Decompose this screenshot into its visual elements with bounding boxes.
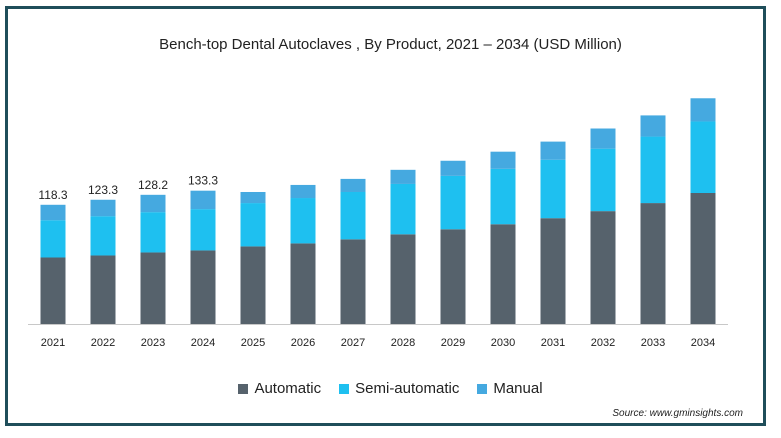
bar-segment-automatic-2030	[490, 224, 516, 324]
bar-segment-manual-2030	[490, 151, 516, 169]
bar-segment-semi-automatic-2024	[190, 209, 216, 251]
bar-segment-manual-2022	[90, 199, 116, 217]
legend-swatch-manual	[477, 383, 488, 394]
bar-segment-automatic-2023	[140, 252, 166, 324]
x-tick-label-2024: 2024	[191, 337, 215, 349]
bar-segment-semi-automatic-2029	[440, 175, 466, 230]
bar-segment-semi-automatic-2027	[340, 191, 366, 240]
x-tick-label-2023: 2023	[141, 337, 165, 349]
bar-segment-manual-2025	[240, 191, 266, 204]
bar-segment-automatic-2033	[640, 203, 666, 324]
x-tick-label-2021: 2021	[41, 337, 65, 349]
x-tick-label-2029: 2029	[441, 337, 465, 349]
x-tick-label-2028: 2028	[391, 337, 415, 349]
bar-segment-automatic-2029	[440, 229, 466, 324]
x-tick-label-2022: 2022	[91, 337, 115, 349]
data-label-2022: 123.3	[88, 183, 118, 197]
bar-segment-automatic-2027	[340, 239, 366, 324]
legend-item-manual: Manual	[477, 380, 543, 397]
x-tick-label-2025: 2025	[241, 337, 265, 349]
bar-segment-semi-automatic-2022	[90, 216, 116, 256]
bar-segment-semi-automatic-2032	[590, 148, 616, 212]
bar-segment-manual-2032	[590, 128, 616, 149]
legend-item-automatic: Automatic	[238, 380, 321, 397]
bar-segment-semi-automatic-2034	[690, 121, 716, 193]
x-tick-label-2034: 2034	[691, 337, 715, 349]
bar-segment-automatic-2026	[290, 243, 316, 324]
legend-swatch-semi-automatic	[339, 383, 350, 394]
legend-swatch-automatic	[238, 383, 249, 394]
bar-segment-manual-2024	[190, 190, 216, 210]
bar-segment-automatic-2024	[190, 250, 216, 324]
bar-segment-semi-automatic-2030	[490, 168, 516, 225]
bar-segment-automatic-2031	[540, 218, 566, 324]
bar-segment-manual-2029	[440, 160, 466, 176]
bar-segment-semi-automatic-2026	[290, 198, 316, 244]
legend: Automatic Semi-automatic Manual	[0, 380, 781, 397]
legend-label-manual: Manual	[493, 380, 543, 397]
x-tick-label-2030: 2030	[491, 337, 515, 349]
bar-segment-semi-automatic-2021	[40, 220, 66, 258]
bar-segment-manual-2026	[290, 184, 316, 199]
bar-segment-manual-2031	[540, 141, 566, 160]
bar-segment-semi-automatic-2033	[640, 136, 666, 204]
bar-segment-semi-automatic-2025	[240, 203, 266, 247]
data-label-2024: 133.3	[188, 174, 218, 188]
chart-frame	[5, 6, 766, 426]
bar-segment-manual-2034	[690, 98, 716, 122]
bar-segment-semi-automatic-2031	[540, 159, 566, 219]
legend-label-automatic: Automatic	[254, 380, 322, 397]
bar-segment-manual-2027	[340, 178, 366, 192]
bar-segment-manual-2028	[390, 169, 416, 184]
data-label-2021: 118.3	[38, 188, 67, 202]
x-tick-label-2031: 2031	[541, 337, 565, 349]
x-tick-label-2027: 2027	[341, 337, 365, 349]
bar-segment-automatic-2034	[690, 193, 716, 324]
bar-segment-automatic-2025	[240, 246, 266, 324]
data-label-2023: 128.2	[138, 178, 168, 192]
bar-segment-semi-automatic-2028	[390, 183, 416, 235]
bar-segment-automatic-2028	[390, 234, 416, 324]
bar-segment-automatic-2021	[40, 257, 66, 324]
x-tick-label-2033: 2033	[641, 337, 665, 349]
bar-segment-manual-2033	[640, 115, 666, 137]
x-tick-label-2026: 2026	[291, 337, 315, 349]
bar-segment-manual-2021	[40, 204, 66, 221]
x-tick-label-2032: 2032	[591, 337, 615, 349]
bar-segment-automatic-2022	[90, 255, 116, 324]
legend-item-semi-automatic: Semi-automatic	[339, 380, 459, 397]
bar-segment-automatic-2032	[590, 211, 616, 324]
chart-title: Bench-top Dental Autoclaves , By Product…	[159, 36, 622, 53]
legend-label-semi-automatic: Semi-automatic	[355, 380, 460, 397]
bar-segment-semi-automatic-2023	[140, 212, 166, 253]
source-note: Source: www.gminsights.com	[612, 408, 743, 419]
bar-segment-manual-2023	[140, 194, 166, 213]
